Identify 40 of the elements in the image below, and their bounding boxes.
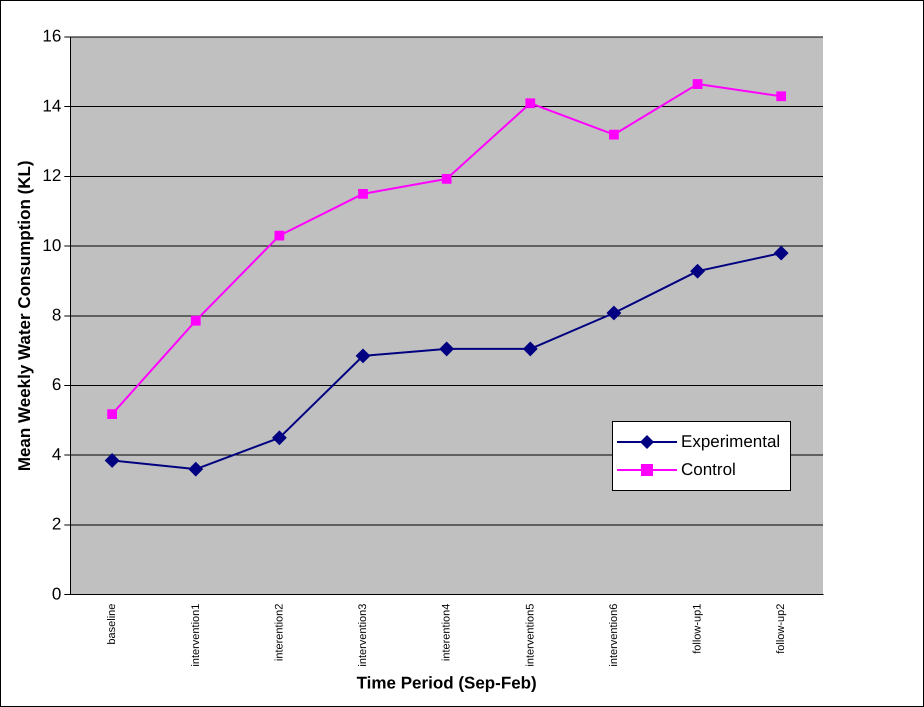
point — [690, 264, 705, 278]
point — [440, 342, 454, 356]
point — [606, 306, 621, 320]
point — [776, 91, 786, 102]
point — [442, 174, 452, 184]
y-tick-label: 12 — [42, 166, 62, 186]
point — [188, 462, 203, 476]
y-tick-label: 6 — [52, 375, 62, 394]
point — [525, 98, 536, 108]
x-tick-label: intervention5 — [524, 604, 536, 667]
point — [272, 430, 286, 445]
point — [523, 342, 538, 356]
point — [358, 188, 368, 199]
y-tick-label: 10 — [42, 236, 62, 255]
y-axis-title: Mean Weekly Water Consumption (KL) — [14, 160, 34, 472]
x-tick-label: intervention1 — [190, 604, 202, 667]
legend-label: Experimental — [681, 432, 780, 452]
point — [105, 453, 120, 468]
legend-label: Control — [681, 460, 736, 480]
y-tick-label: 2 — [52, 514, 62, 534]
y-tick-label: 8 — [52, 305, 62, 324]
y-tick-label: 16 — [42, 26, 62, 46]
point — [107, 409, 118, 419]
y-tick-label: 14 — [42, 96, 62, 116]
point — [356, 348, 370, 363]
x-tick-label: intervention3 — [357, 604, 370, 667]
x-tick-label: baseline — [106, 604, 118, 645]
point — [609, 130, 619, 140]
x-tick-label: interention4 — [440, 604, 453, 662]
y-tick-label: 0 — [52, 584, 62, 604]
x-tick-label: follow-up1 — [692, 604, 704, 654]
x-tick-label: follow-up2 — [775, 604, 788, 654]
point — [692, 79, 702, 89]
point — [774, 246, 788, 260]
y-tick-label: 4 — [52, 444, 62, 464]
x-axis-title: Time Period (Sep-Feb) — [356, 673, 537, 692]
point — [190, 316, 201, 326]
x-tick-label: interention2 — [273, 604, 286, 662]
point — [274, 230, 284, 241]
x-tick-label: intervention6 — [608, 604, 620, 667]
